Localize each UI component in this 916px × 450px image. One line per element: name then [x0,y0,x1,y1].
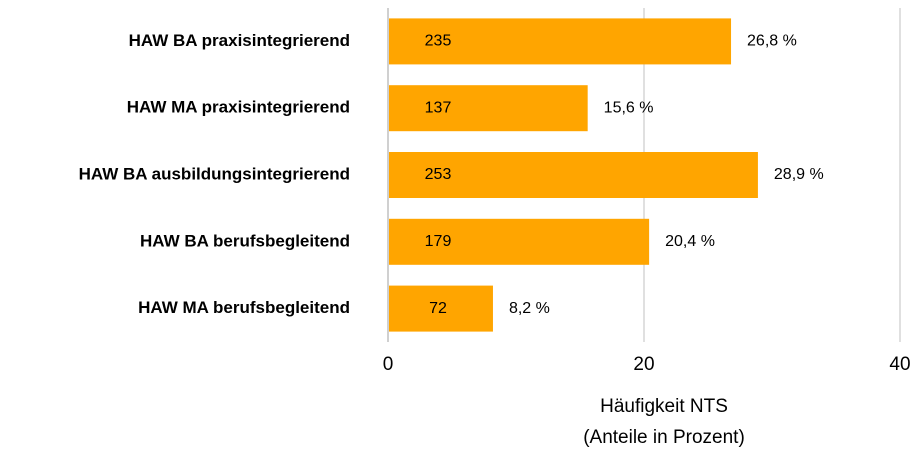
x-tick-label: 40 [889,354,910,375]
bar [388,18,732,65]
bar [388,85,588,132]
count-label: 179 [425,233,452,250]
x-tick-label: 0 [383,354,394,375]
value-label: 20,4 % [665,233,715,250]
bar [388,218,650,265]
category-label: HAW BA praxisintegrierend [129,31,350,50]
bar [388,152,758,198]
x-axis-label: (Anteile in Prozent) [583,427,745,448]
value-label: 26,8 % [747,33,797,50]
category-label: HAW BA berufsbegleitend [140,231,350,250]
x-tick-label: 20 [633,354,654,375]
count-label: 235 [425,33,452,50]
category-label: HAW MA praxisintegrierend [127,98,350,117]
category-label: HAW MA berufsbegleitend [138,298,350,317]
category-label: HAW BA ausbildungsintegrierend [79,164,350,183]
x-axis-label: Häufigkeit NTS [600,396,728,417]
value-label: 28,9 % [774,166,824,183]
bar [388,285,493,332]
value-label: 8,2 % [509,300,550,317]
count-label: 253 [425,166,452,183]
count-label: 137 [425,99,452,116]
value-label: 15,6 % [604,99,654,116]
count-label: 72 [429,300,447,317]
